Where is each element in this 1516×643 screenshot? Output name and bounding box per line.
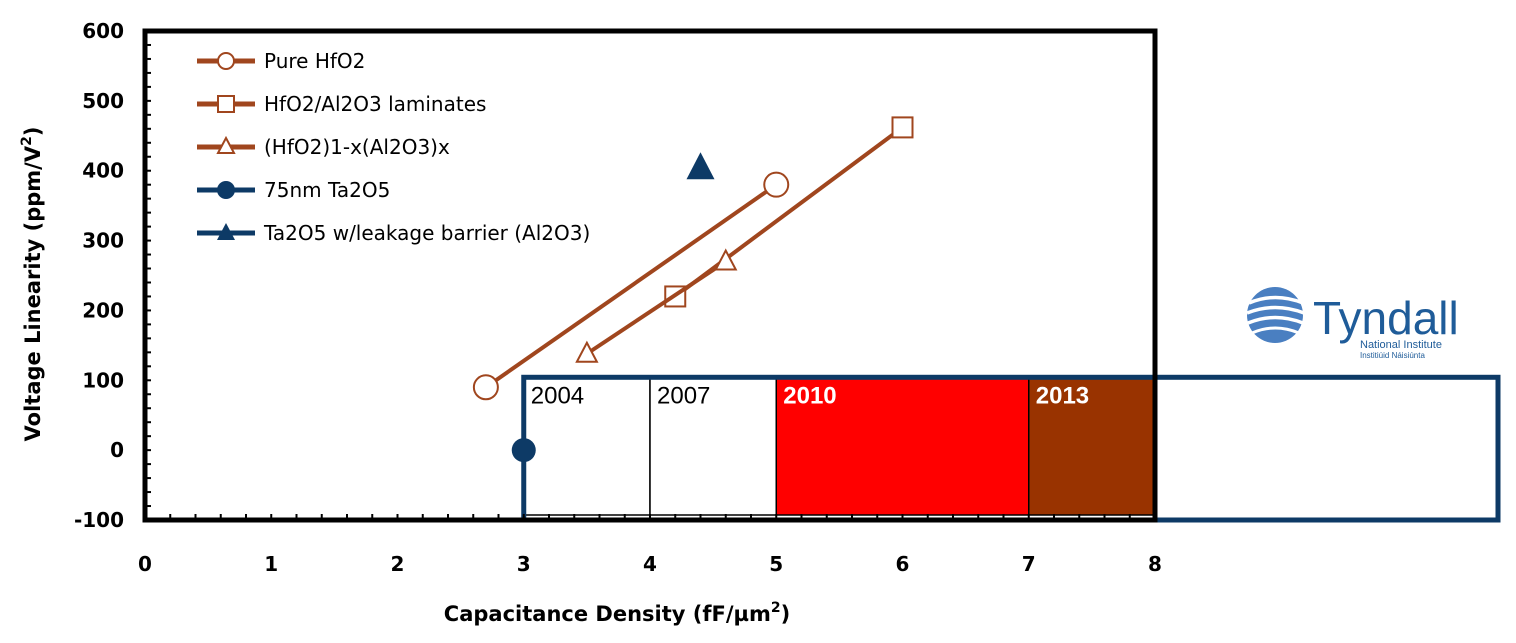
y-tick-label: -100 [74, 508, 124, 532]
legend-item: 75nm Ta2O5 [197, 178, 390, 202]
y-tick-label: 400 [82, 159, 124, 183]
series-4 [686, 152, 715, 180]
logo-subtitle-irish: Institiúid Náisiúnta [1360, 351, 1425, 360]
series-2 [575, 248, 738, 363]
tyndall-logo: Tyndall National Institute Institiúid Ná… [1246, 287, 1459, 360]
y-tick-label: 0 [110, 438, 124, 462]
x-tick-label: 7 [1022, 552, 1036, 576]
legend-label: Pure HfO2 [264, 49, 365, 73]
series-line [484, 183, 778, 389]
legend-item: (HfO2)1-x(Al2O3)x [197, 135, 450, 159]
legend-marker [217, 223, 235, 240]
x-tick-label: 8 [1148, 552, 1162, 576]
series-3 [511, 438, 536, 463]
y-tick-label: 500 [82, 89, 124, 113]
x-tick-label: 6 [896, 552, 910, 576]
legend-marker [217, 52, 235, 70]
legend-marker [217, 181, 235, 199]
legend-marker [216, 135, 236, 154]
x-tick-label: 1 [264, 552, 278, 576]
year-label-2010: 2010 [783, 382, 836, 409]
data-point [511, 438, 536, 463]
year-band-2007 [649, 377, 777, 516]
x-axis-title: Capacitance Density (fF/µm2) [444, 600, 790, 626]
year-label-2007: 2007 [657, 382, 710, 409]
axis-ticks: 0 1 2 3 4 5 6 7 8 -100 0 100 200 300 400 500 600 [74, 19, 1162, 576]
x-tick-label: 0 [138, 552, 152, 576]
legend-item: HfO2/Al2O3 laminates [197, 92, 486, 116]
legend-label: 75nm Ta2O5 [264, 178, 390, 202]
y-axis-title: Voltage Linearity (ppm/V2) [19, 127, 45, 442]
x-tick-label: 4 [643, 552, 657, 576]
logo-name: Tyndall [1313, 292, 1459, 344]
y-tick-label: 600 [82, 19, 124, 43]
globe-icon [1246, 287, 1305, 343]
year-band-2004 [523, 377, 651, 516]
legend-item: Ta2O5 w/leakage barrier (Al2O3) [197, 221, 590, 245]
legend-item: Pure HfO2 [197, 49, 365, 73]
x-tick-label: 2 [391, 552, 405, 576]
logo-subtitle: National Institute [1360, 339, 1442, 351]
x-tick-label: 3 [517, 552, 531, 576]
data-point [472, 374, 499, 401]
series-0 [472, 171, 790, 401]
data-point [686, 152, 715, 180]
y-tick-label: 300 [82, 229, 124, 253]
data-point [575, 340, 599, 363]
legend-label: (HfO2)1-x(Al2O3)x [264, 135, 450, 159]
legend-label: HfO2/Al2O3 laminates [264, 92, 486, 116]
y-tick-label: 100 [82, 368, 124, 392]
year-label-2013: 2013 [1036, 382, 1089, 409]
legend-marker [217, 95, 235, 113]
legend-label: Ta2O5 w/leakage barrier (Al2O3) [263, 221, 590, 245]
data-point [714, 248, 738, 271]
data-series [472, 116, 914, 463]
data-point [891, 116, 914, 139]
legend: Pure HfO2 HfO2/Al2O3 laminates (HfO2)1-x(A… [197, 49, 590, 245]
x-tick-label: 5 [769, 552, 783, 576]
series-line [585, 259, 727, 356]
data-point [763, 171, 790, 198]
year-bands: 2004 2007 2010 2013 [521, 374, 1501, 523]
year-label-2004: 2004 [531, 382, 584, 409]
y-tick-label: 200 [82, 298, 124, 322]
year-band-2013 [1028, 377, 1156, 516]
